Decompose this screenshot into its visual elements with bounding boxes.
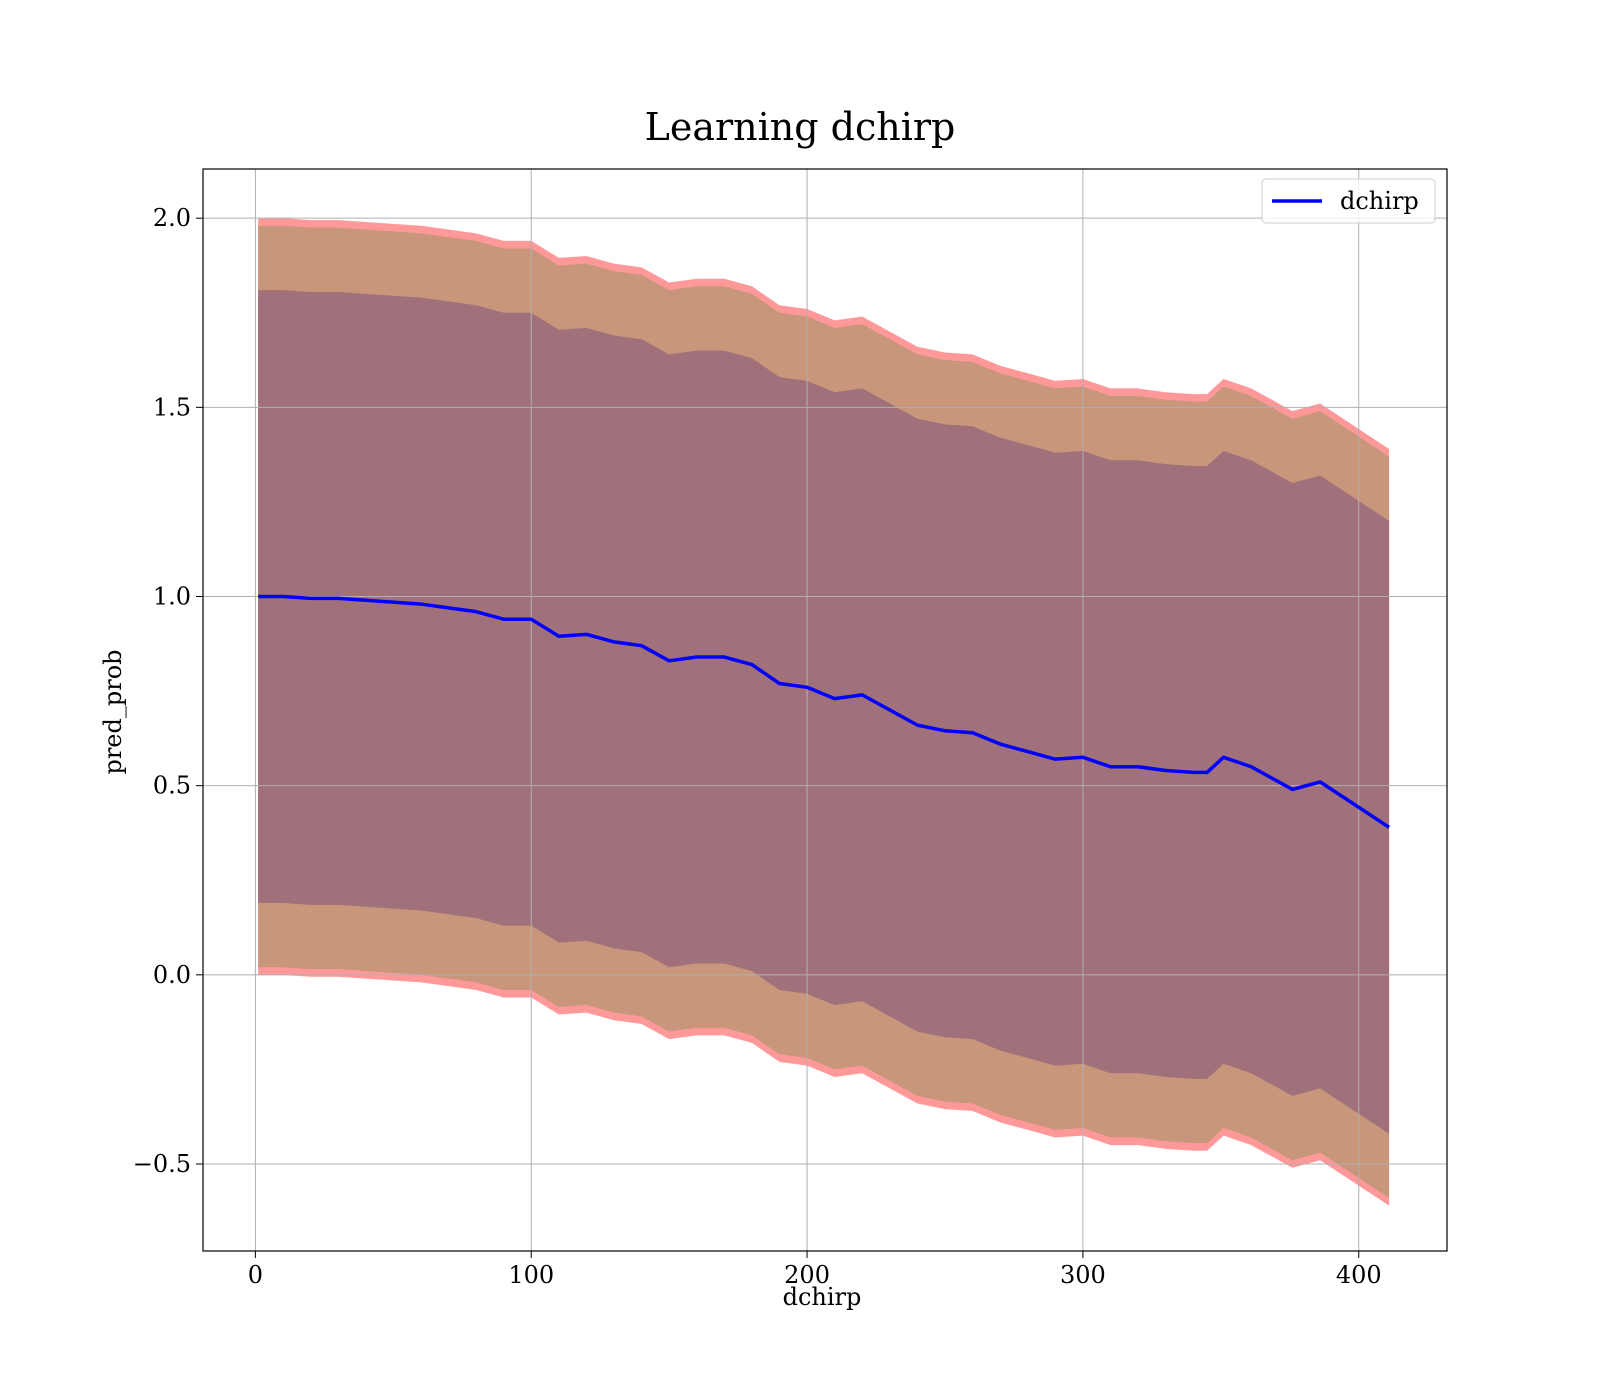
grid	[203, 169, 1447, 1251]
legend: dchirp	[1261, 178, 1436, 224]
series-line-dchirp	[258, 594, 1391, 829]
axis-ticks: 0 100 200 300 400 −0.5 0.0 0.5 1.0 1.5 2.0	[133, 204, 1382, 1289]
series-lines	[258, 594, 1391, 829]
y-tick-label-1: 0.0	[153, 961, 191, 989]
y-tick-label-0: −0.5	[133, 1150, 191, 1178]
band-inner	[258, 290, 1390, 1134]
x-tick-label-2: 200	[784, 1261, 830, 1289]
plot-frame	[202, 168, 1448, 1252]
x-tick-label-1: 100	[508, 1261, 554, 1289]
y-tick-label-5: 2.0	[153, 204, 191, 232]
x-tick-label-0: 0	[248, 1261, 263, 1289]
legend-label-dchirp: dchirp	[1340, 187, 1419, 215]
x-tick-label-4: 400	[1336, 1261, 1382, 1289]
confidence-bands	[258, 218, 1390, 1206]
legend-box	[1261, 178, 1436, 224]
y-axis-label: pred_prob	[99, 649, 127, 774]
y-tick-label-4: 1.5	[153, 393, 191, 421]
chart-title: Learning dchirp	[645, 105, 956, 149]
x-axis-label: dchirp	[783, 1283, 862, 1311]
x-tick-label-3: 300	[1060, 1261, 1106, 1289]
y-tick-label-3: 1.0	[153, 583, 191, 611]
y-tick-label-2: 0.5	[153, 772, 191, 800]
